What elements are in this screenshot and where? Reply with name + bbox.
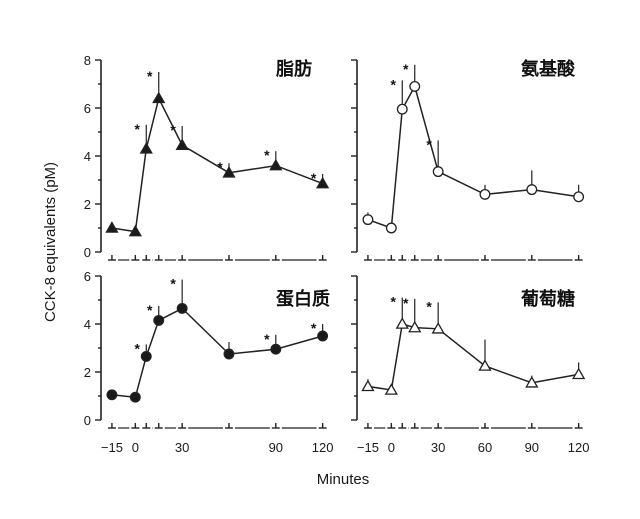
y-tick-label: 4 bbox=[84, 149, 91, 164]
data-point bbox=[361, 379, 375, 392]
x-axis-label: Minutes bbox=[317, 471, 370, 488]
y-axis-label: CCK-8 equivalents (pM) bbox=[42, 162, 59, 322]
x-tick-label: −15 bbox=[101, 440, 123, 455]
significance-star: * bbox=[170, 122, 176, 138]
data-point bbox=[396, 103, 408, 115]
data-point bbox=[526, 184, 538, 196]
panel-title: 葡萄糖 bbox=[520, 288, 575, 310]
panel-title: 氨基酸 bbox=[521, 58, 576, 80]
data-point bbox=[431, 321, 445, 334]
y-tick-label: 2 bbox=[84, 197, 91, 212]
data-point bbox=[479, 188, 491, 200]
significance-star: * bbox=[135, 121, 141, 137]
significance-star: * bbox=[170, 276, 176, 292]
x-tick-label: 30 bbox=[431, 440, 445, 455]
data-point bbox=[384, 383, 398, 395]
data-point bbox=[139, 141, 153, 154]
significance-star: * bbox=[135, 340, 141, 356]
y-tick-label: 6 bbox=[84, 101, 91, 116]
significance-star: * bbox=[426, 298, 432, 314]
x-tick-label: −15 bbox=[357, 440, 379, 455]
significance-star: * bbox=[311, 170, 317, 186]
series-line bbox=[367, 84, 579, 230]
y-tick-label: 0 bbox=[84, 413, 91, 428]
data-point bbox=[385, 222, 397, 234]
series-line bbox=[367, 323, 579, 391]
series-line bbox=[111, 307, 323, 399]
significance-star: * bbox=[147, 68, 153, 84]
y-tick-label: 6 bbox=[84, 269, 91, 284]
significance-star: * bbox=[403, 61, 409, 77]
x-tick-label: 120 bbox=[568, 440, 590, 455]
data-point bbox=[478, 359, 492, 371]
data-point bbox=[573, 191, 585, 203]
y-tick-label: 0 bbox=[84, 245, 91, 260]
data-point bbox=[222, 165, 236, 178]
x-tick-label: 0 bbox=[132, 440, 139, 455]
data-point bbox=[432, 166, 444, 178]
x-tick-label: 90 bbox=[269, 440, 283, 455]
significance-star: * bbox=[311, 320, 317, 336]
y-tick-label: 4 bbox=[84, 317, 91, 332]
panel-glucose: −15 0 30 60 90 120 葡萄糖 * * * bbox=[351, 275, 590, 455]
panel-title: 脂肪 bbox=[276, 58, 312, 80]
data-point bbox=[105, 221, 119, 233]
panel-title: 蛋白质 bbox=[276, 288, 330, 310]
panel-amino-acid: 氨基酸 * * * bbox=[351, 58, 585, 261]
y-tick-label: 2 bbox=[84, 365, 91, 380]
data-point bbox=[140, 350, 152, 362]
data-point bbox=[152, 91, 166, 104]
significance-star: * bbox=[147, 302, 153, 318]
data-point bbox=[106, 389, 118, 401]
data-point bbox=[525, 375, 539, 388]
series-line bbox=[111, 96, 323, 233]
data-point bbox=[408, 320, 422, 333]
x-tick-label: 120 bbox=[312, 440, 334, 455]
significance-star: * bbox=[217, 159, 223, 175]
panel-fat: 0 2 4 6 8 脂肪 * * * * * * bbox=[84, 53, 330, 261]
significance-star: * bbox=[391, 294, 397, 310]
data-point bbox=[317, 330, 329, 342]
x-tick-label: 30 bbox=[175, 440, 189, 455]
significance-star: * bbox=[264, 147, 270, 163]
significance-star: * bbox=[391, 76, 397, 92]
x-tick-label: 0 bbox=[388, 440, 395, 455]
data-point bbox=[572, 367, 586, 380]
data-point bbox=[175, 138, 189, 150]
significance-star: * bbox=[426, 136, 432, 152]
data-point bbox=[316, 176, 330, 189]
x-tick-label: 90 bbox=[525, 440, 539, 455]
significance-star: * bbox=[264, 331, 270, 347]
data-point bbox=[223, 348, 235, 360]
data-point bbox=[395, 317, 409, 329]
data-point bbox=[129, 391, 141, 403]
data-point bbox=[176, 302, 188, 314]
x-tick-label: 60 bbox=[478, 440, 492, 455]
significance-star: * bbox=[403, 295, 409, 311]
data-point bbox=[128, 224, 142, 237]
panel-protein: 0 2 4 6 −15 0 30 90 120 蛋白质 * * * * * bbox=[84, 269, 334, 455]
y-tick-label: 8 bbox=[84, 53, 91, 68]
data-point bbox=[409, 80, 421, 92]
data-point bbox=[153, 314, 165, 326]
data-point bbox=[270, 343, 282, 355]
data-point bbox=[269, 158, 283, 171]
data-point bbox=[362, 214, 374, 226]
